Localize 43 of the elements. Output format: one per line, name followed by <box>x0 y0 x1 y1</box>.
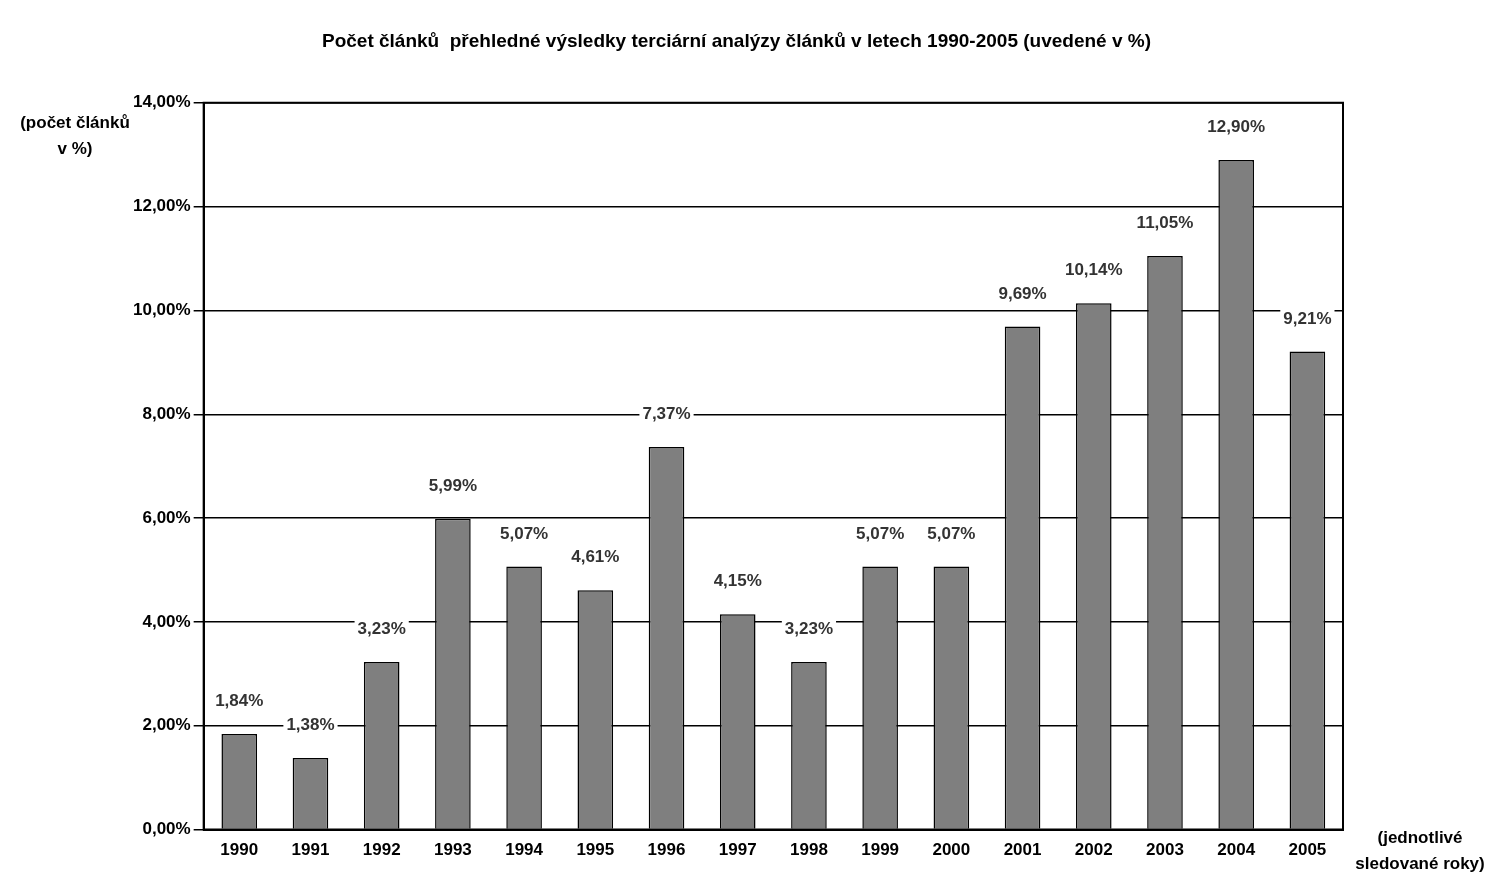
data-label: 7,37% <box>642 404 691 424</box>
x-tick-label: 1993 <box>433 840 472 860</box>
data-label: 4,61% <box>571 547 620 567</box>
y-tick-label: 2,00% <box>142 715 191 735</box>
chart-title: Počet článků přehledné výsledky terciární analýzy článků v letech 1990-2005 (uvedené v %) <box>321 29 1152 51</box>
x-tick-label: 2001 <box>1003 840 1042 860</box>
x-tick-label: 1994 <box>505 840 544 860</box>
data-label: 5,07% <box>856 523 905 543</box>
x-axis-title: (jednotlivé sledované roky) <box>1355 828 1485 874</box>
x-tick-label: 2005 <box>1288 840 1327 860</box>
x-tick-label: 2003 <box>1146 840 1184 860</box>
data-label: 3,23% <box>784 619 834 639</box>
x-tick-label: 1990 <box>220 840 259 860</box>
x-tick-label: 2002 <box>1074 840 1113 860</box>
x-tick-label: 2000 <box>932 840 971 860</box>
x-tick-label: 1996 <box>647 840 686 860</box>
x-tick-label: 1995 <box>576 840 615 860</box>
y-tick-label: 8,00% <box>142 403 191 423</box>
y-tick-label: 12,00% <box>132 196 191 216</box>
y-tick-label: 6,00% <box>142 507 191 527</box>
x-tick-label: 1998 <box>790 840 828 860</box>
data-label: 12,90% <box>1207 117 1266 137</box>
y-tick-label: 0,00% <box>142 819 191 839</box>
data-label: 3,23% <box>357 619 406 639</box>
data-label: 10,14% <box>1064 260 1123 280</box>
data-label: 4,15% <box>713 571 762 591</box>
y-tick-label: 4,00% <box>142 611 191 631</box>
data-label: 9,21% <box>1283 308 1332 328</box>
x-tick-label: 2004 <box>1217 840 1256 860</box>
data-label: 5,99% <box>428 475 477 495</box>
x-tick-label: 1991 <box>291 840 330 860</box>
data-label: 5,07% <box>500 523 549 543</box>
x-tick-label: 1992 <box>362 840 401 860</box>
data-label: 1,84% <box>215 691 264 711</box>
y-tick-label: 14,00% <box>132 92 191 112</box>
data-label: 1,38% <box>286 715 335 735</box>
x-tick-label: 1997 <box>718 840 757 860</box>
y-tick-label: 10,00% <box>132 300 191 320</box>
y-axis-title: (počet článků v %) <box>20 113 130 159</box>
x-tick-label: 1999 <box>861 840 900 860</box>
data-label: 5,07% <box>927 523 976 543</box>
data-label: 11,05% <box>1136 213 1194 233</box>
data-label: 9,69% <box>998 283 1047 303</box>
